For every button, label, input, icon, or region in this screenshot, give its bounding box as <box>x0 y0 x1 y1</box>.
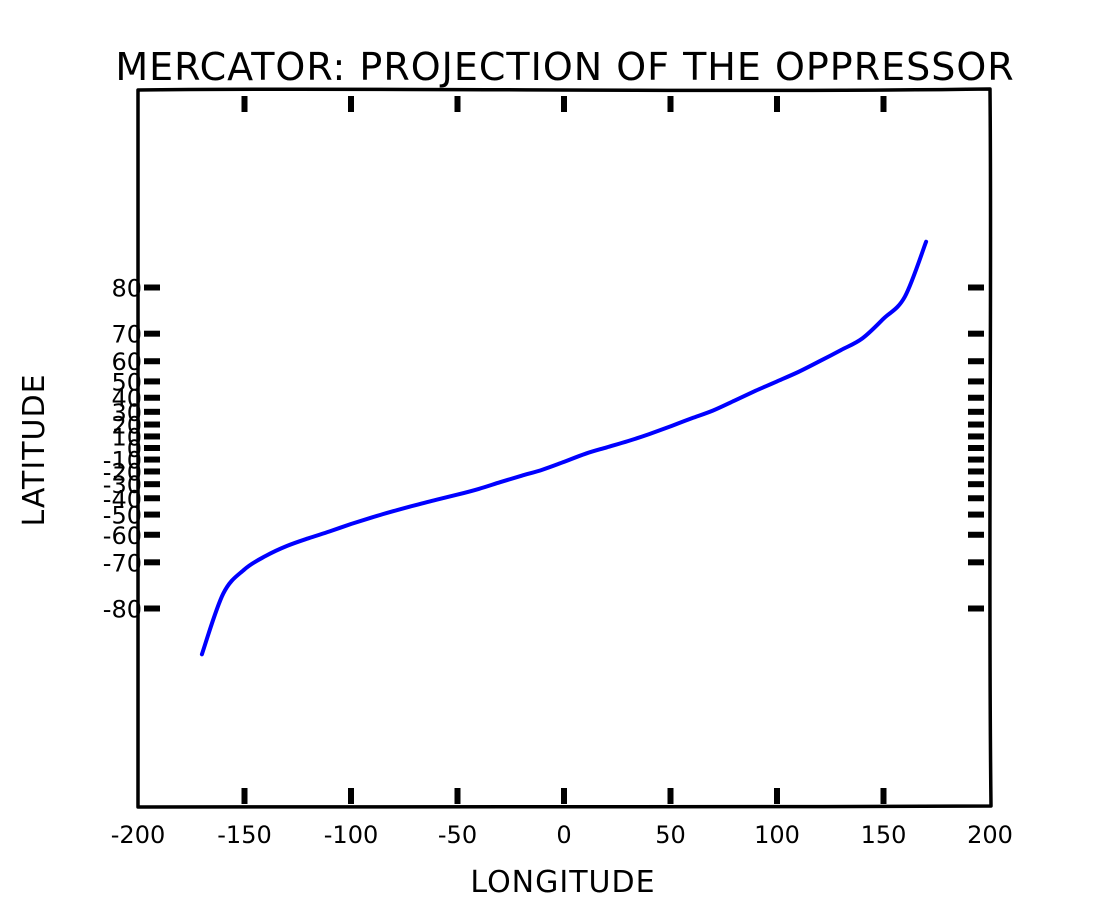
series-group <box>199 239 929 657</box>
y-tick-label: -20 <box>103 458 142 486</box>
y-tick-label: -40 <box>103 485 142 513</box>
chart-title: MERCATOR: PROJECTION OF THE OPPRESSOR <box>115 45 1014 89</box>
y-tick-label: -10 <box>103 447 142 475</box>
y-tick-label: -50 <box>103 502 142 530</box>
y-tick-label: -60 <box>103 522 142 550</box>
plot-frame <box>135 87 993 809</box>
y-tick-label: 70 <box>111 321 142 349</box>
y-tick-label: 80 <box>111 275 142 303</box>
x-tick-label: -200 <box>111 821 165 849</box>
y-tick-label: 10 <box>111 423 142 451</box>
x-axis-label: LONGITUDE <box>470 865 655 900</box>
x-tick-label: -100 <box>324 821 378 849</box>
y-tick-label: -70 <box>103 549 142 577</box>
x-axis-ticks-top <box>241 96 887 112</box>
x-tick-label: 50 <box>655 821 686 849</box>
y-tick-label: 20 <box>111 412 142 440</box>
y-axis-ticks-right <box>968 284 984 612</box>
y-tick-label: 30 <box>111 399 142 427</box>
x-tick-label: -150 <box>217 821 271 849</box>
x-axis-tick-labels: -200 -150 -100 -50 0 50 100 150 200 <box>111 821 1013 849</box>
y-tick-label: 60 <box>111 348 142 376</box>
x-tick-label: -50 <box>438 821 477 849</box>
y-tick-label: 0 <box>127 435 142 463</box>
series-line <box>199 239 929 657</box>
y-tick-label: 50 <box>111 368 142 396</box>
x-tick-label: 150 <box>861 821 907 849</box>
x-tick-label: 0 <box>556 821 571 849</box>
y-tick-label: -30 <box>103 471 142 499</box>
y-axis-ticks-left <box>144 284 160 612</box>
y-axis-label: LATITUDE <box>17 373 52 526</box>
x-tick-label: 100 <box>754 821 800 849</box>
x-tick-label: 200 <box>967 821 1013 849</box>
y-tick-label: -80 <box>103 595 142 623</box>
x-axis-ticks-bottom <box>241 788 887 804</box>
y-tick-label: 40 <box>111 385 142 413</box>
